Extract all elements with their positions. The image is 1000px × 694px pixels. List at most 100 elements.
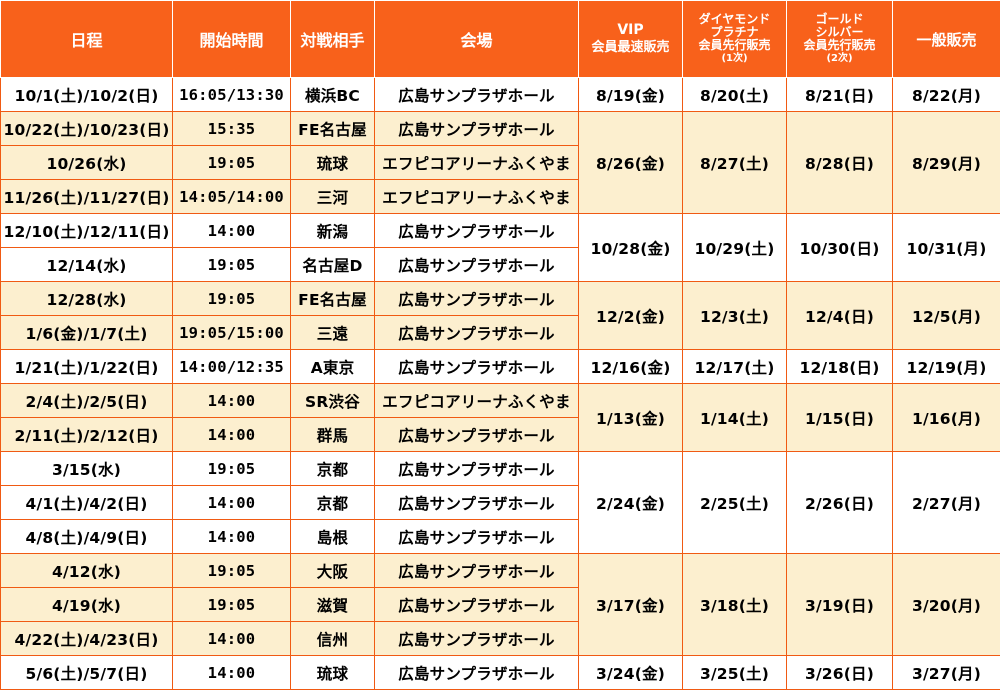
header-gold-line2: シルバー	[815, 25, 864, 39]
venue-cell: 広島サンプラザホール	[374, 281, 579, 316]
gold-sale-cell: 10/30(日)	[786, 213, 893, 282]
vip-sale-cell: 3/24(金)	[578, 655, 683, 690]
header-diamond-line2: プラチナ	[710, 25, 759, 39]
table-row: 2/4(土)/2/5(日) 14:00 SR渋谷 エフピコアリーナふくやま 1/…	[0, 383, 1000, 452]
general-sale-cell: 12/19(月)	[892, 349, 1000, 384]
vip-sale-cell: 2/24(金)	[578, 451, 683, 554]
header-vip-line1: VIP	[617, 22, 644, 38]
vip-sale-cell: 12/16(金)	[578, 349, 683, 384]
venue-cell: 広島サンプラザホール	[374, 77, 579, 112]
opponent-cell: 三遠	[290, 315, 375, 350]
gold-sale-cell: 3/19(日)	[786, 553, 893, 656]
header-diamond-line3: 会員先行販売	[698, 38, 771, 52]
venue-cell: 広島サンプラザホール	[374, 451, 579, 486]
vip-sale-cell: 8/19(金)	[578, 77, 683, 112]
date-cell: 10/1(土)/10/2(日)	[0, 77, 173, 112]
opponent-cell: 大阪	[290, 553, 375, 588]
date-cell: 10/26(水)	[0, 145, 173, 180]
table-row: 1/6(金)/1/7(土) 19:05/15:00 三遠 広島サンプラザホール	[0, 315, 1000, 350]
date-cell: 1/21(土)/1/22(日)	[0, 349, 173, 384]
diamond-sale-cell: 2/25(土)	[682, 451, 787, 554]
table-row: 4/8(土)/4/9(日) 14:00 島根 広島サンプラザホール	[0, 519, 1000, 554]
gold-sale-cell: 2/26(日)	[786, 451, 893, 554]
time-cell: 14:00	[172, 621, 291, 656]
diamond-sale-cell: 12/3(土)	[682, 281, 787, 350]
date-cell: 4/8(土)/4/9(日)	[0, 519, 173, 554]
table-row: 4/19(水) 19:05 滋賀 広島サンプラザホール	[0, 587, 1000, 622]
header-vip-line2: 会員最速販売	[591, 40, 670, 55]
opponent-cell: 滋賀	[290, 587, 375, 622]
table-row: 1/21(土)/1/22(日) 14:00/12:35 A東京 広島サンプラザホ…	[0, 349, 1000, 384]
opponent-cell: 群馬	[290, 417, 375, 452]
table-row: 4/12(水) 19:05 大阪 広島サンプラザホール 3/17(金) 3/18…	[0, 553, 1000, 656]
date-cell: 4/19(水)	[0, 587, 173, 622]
diamond-sale-cell: 8/27(土)	[682, 111, 787, 214]
date-cell: 1/6(金)/1/7(土)	[0, 315, 173, 350]
opponent-cell: 三河	[290, 179, 375, 214]
vip-sale-cell: 3/17(金)	[578, 553, 683, 656]
time-cell: 19:05	[172, 451, 291, 486]
table-row: 10/1(土)/10/2(日) 16:05/13:30 横浜BC 広島サンプラザ…	[0, 77, 1000, 112]
header-start-time: 開始時間	[172, 0, 291, 78]
opponent-cell: 琉球	[290, 655, 375, 690]
table-row: 11/26(土)/11/27(日) 14:05/14:00 三河 エフピコアリー…	[0, 179, 1000, 214]
time-cell: 14:00	[172, 213, 291, 248]
gold-sale-cell: 12/18(日)	[786, 349, 893, 384]
date-cell: 2/11(土)/2/12(日)	[0, 417, 173, 452]
table-row: 3/15(水) 19:05 京都 広島サンプラザホール 2/24(金) 2/25…	[0, 451, 1000, 554]
table-row: 4/22(土)/4/23(日) 14:00 信州 広島サンプラザホール	[0, 621, 1000, 656]
header-gold-line4: (2次)	[826, 53, 853, 64]
header-gold-line3: 会員先行販売	[803, 38, 876, 52]
date-cell: 11/26(土)/11/27(日)	[0, 179, 173, 214]
opponent-cell: 横浜BC	[290, 77, 375, 112]
vip-sale-cell: 12/2(金)	[578, 281, 683, 350]
time-cell: 19:05	[172, 281, 291, 316]
general-sale-cell: 8/22(月)	[892, 77, 1000, 112]
venue-cell: 広島サンプラザホール	[374, 111, 579, 146]
opponent-cell: 京都	[290, 485, 375, 520]
opponent-cell: 京都	[290, 451, 375, 486]
venue-cell: 広島サンプラザホール	[374, 213, 579, 248]
time-cell: 16:05/13:30	[172, 77, 291, 112]
time-cell: 14:00/12:35	[172, 349, 291, 384]
venue-cell: エフピコアリーナふくやま	[374, 179, 579, 214]
time-cell: 14:00	[172, 417, 291, 452]
diamond-sale-cell: 10/29(土)	[682, 213, 787, 282]
diamond-sale-cell: 1/14(土)	[682, 383, 787, 452]
venue-cell: エフピコアリーナふくやま	[374, 145, 579, 180]
opponent-cell: A東京	[290, 349, 375, 384]
date-cell: 4/22(土)/4/23(日)	[0, 621, 173, 656]
header-gold-line1: ゴールド	[815, 12, 864, 26]
opponent-cell: FE名古屋	[290, 281, 375, 316]
venue-cell: 広島サンプラザホール	[374, 417, 579, 452]
venue-cell: 広島サンプラザホール	[374, 247, 579, 282]
general-sale-cell: 1/16(月)	[892, 383, 1000, 452]
date-cell: 5/6(土)/5/7(日)	[0, 655, 173, 690]
table-row: 2/11(土)/2/12(日) 14:00 群馬 広島サンプラザホール	[0, 417, 1000, 452]
gold-sale-cell: 8/21(日)	[786, 77, 893, 112]
venue-cell: 広島サンプラザホール	[374, 315, 579, 350]
diamond-sale-cell: 8/20(土)	[682, 77, 787, 112]
header-date: 日程	[0, 0, 173, 78]
general-sale-cell: 8/29(月)	[892, 111, 1000, 214]
general-sale-cell: 3/27(月)	[892, 655, 1000, 690]
venue-cell: 広島サンプラザホール	[374, 587, 579, 622]
venue-cell: エフピコアリーナふくやま	[374, 383, 579, 418]
vip-sale-cell: 8/26(金)	[578, 111, 683, 214]
opponent-cell: 信州	[290, 621, 375, 656]
date-cell: 4/12(水)	[0, 553, 173, 588]
date-cell: 12/10(土)/12/11(日)	[0, 213, 173, 248]
opponent-cell: 新潟	[290, 213, 375, 248]
opponent-cell: 名古屋D	[290, 247, 375, 282]
diamond-sale-cell: 3/18(土)	[682, 553, 787, 656]
time-cell: 14:00	[172, 519, 291, 554]
date-cell: 3/15(水)	[0, 451, 173, 486]
opponent-cell: SR渋谷	[290, 383, 375, 418]
header-row: 日程 開始時間 対戦相手 会場 VIP 会員最速販売 ダイヤモンド プラチナ 会…	[0, 0, 1000, 78]
vip-sale-cell: 10/28(金)	[578, 213, 683, 282]
time-cell: 14:00	[172, 655, 291, 690]
general-sale-cell: 3/20(月)	[892, 553, 1000, 656]
header-vip: VIP 会員最速販売	[578, 0, 683, 78]
date-cell: 10/22(土)/10/23(日)	[0, 111, 173, 146]
